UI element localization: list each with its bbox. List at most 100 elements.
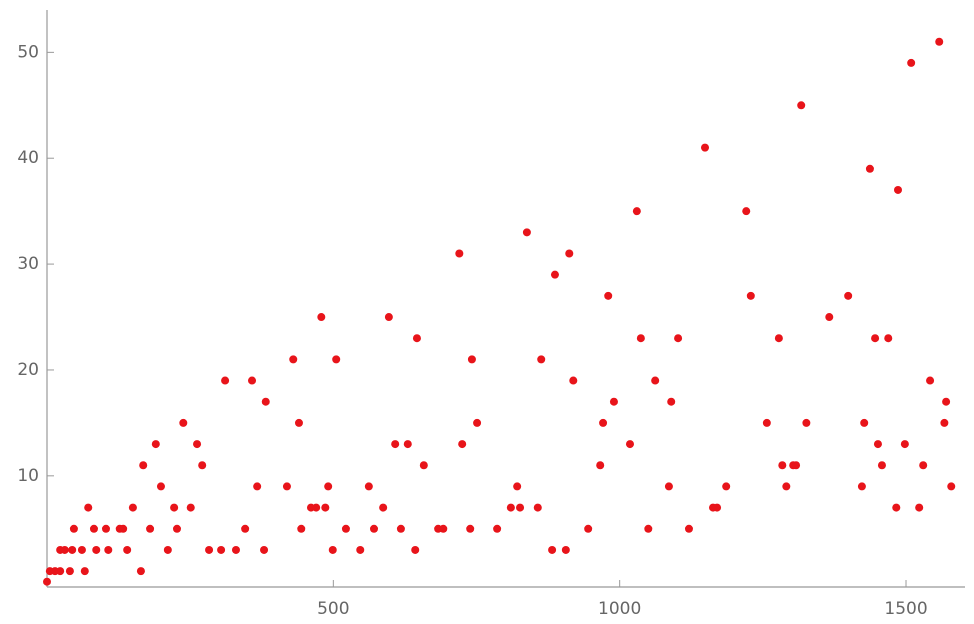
point xyxy=(900,440,909,449)
point xyxy=(328,545,337,554)
point xyxy=(516,503,525,512)
point xyxy=(644,524,653,533)
point xyxy=(231,545,240,554)
point xyxy=(332,355,341,364)
x-tick-label: 1500 xyxy=(884,599,927,619)
point xyxy=(569,376,578,385)
point xyxy=(778,461,787,470)
point xyxy=(123,545,132,554)
point xyxy=(857,482,866,491)
point xyxy=(844,291,853,300)
point xyxy=(860,418,869,427)
point xyxy=(926,376,935,385)
point xyxy=(312,503,321,512)
point xyxy=(871,334,880,343)
point xyxy=(119,524,128,533)
point xyxy=(253,482,262,491)
point xyxy=(248,376,257,385)
point xyxy=(604,291,613,300)
point xyxy=(684,524,693,533)
point xyxy=(667,397,676,406)
point xyxy=(722,482,731,491)
point xyxy=(396,524,405,533)
point xyxy=(865,164,874,173)
point xyxy=(60,545,69,554)
point xyxy=(651,376,660,385)
point xyxy=(596,461,605,470)
point xyxy=(43,577,51,586)
point xyxy=(935,37,944,46)
point xyxy=(104,545,113,554)
point xyxy=(261,397,270,406)
point xyxy=(455,249,464,258)
point xyxy=(466,524,475,533)
point xyxy=(473,418,482,427)
point xyxy=(379,503,388,512)
point xyxy=(56,567,65,576)
point xyxy=(439,524,448,533)
point xyxy=(186,503,195,512)
point xyxy=(513,482,522,491)
point xyxy=(522,228,531,237)
y-tick-label: 40 xyxy=(17,148,39,168)
point xyxy=(69,524,78,533)
point xyxy=(548,545,557,554)
point xyxy=(419,461,428,470)
point xyxy=(873,440,882,449)
point xyxy=(506,503,515,512)
point xyxy=(172,524,181,533)
point xyxy=(947,482,956,491)
point xyxy=(294,418,303,427)
point xyxy=(940,418,949,427)
point xyxy=(565,249,574,258)
point xyxy=(825,313,834,322)
point xyxy=(364,482,373,491)
point xyxy=(101,524,110,533)
x-tick-label: 500 xyxy=(317,599,349,619)
point xyxy=(65,567,74,576)
point xyxy=(599,418,608,427)
point xyxy=(893,185,902,194)
point xyxy=(84,503,93,512)
point xyxy=(179,418,188,427)
point xyxy=(217,545,226,554)
point xyxy=(317,313,326,322)
point xyxy=(297,524,306,533)
point xyxy=(289,355,298,364)
point xyxy=(892,503,901,512)
y-tick-label: 10 xyxy=(17,466,39,486)
point xyxy=(241,524,250,533)
point xyxy=(884,334,893,343)
point xyxy=(701,143,710,152)
point xyxy=(458,440,467,449)
point xyxy=(919,461,928,470)
point xyxy=(713,503,722,512)
point xyxy=(802,418,811,427)
point xyxy=(792,461,801,470)
point xyxy=(533,503,542,512)
point xyxy=(915,503,924,512)
point xyxy=(609,397,618,406)
point xyxy=(356,545,365,554)
point xyxy=(877,461,886,470)
y-tick-label: 30 xyxy=(17,254,39,274)
point xyxy=(156,482,165,491)
point xyxy=(151,440,160,449)
point xyxy=(584,524,593,533)
point xyxy=(636,334,645,343)
point xyxy=(493,524,502,533)
point xyxy=(205,545,214,554)
point xyxy=(391,440,400,449)
point xyxy=(221,376,230,385)
point xyxy=(384,313,393,322)
y-tick-label: 50 xyxy=(17,42,39,62)
point xyxy=(163,545,172,554)
point xyxy=(782,482,791,491)
point xyxy=(170,503,179,512)
point xyxy=(193,440,202,449)
point xyxy=(146,524,155,533)
point xyxy=(664,482,673,491)
point xyxy=(561,545,570,554)
